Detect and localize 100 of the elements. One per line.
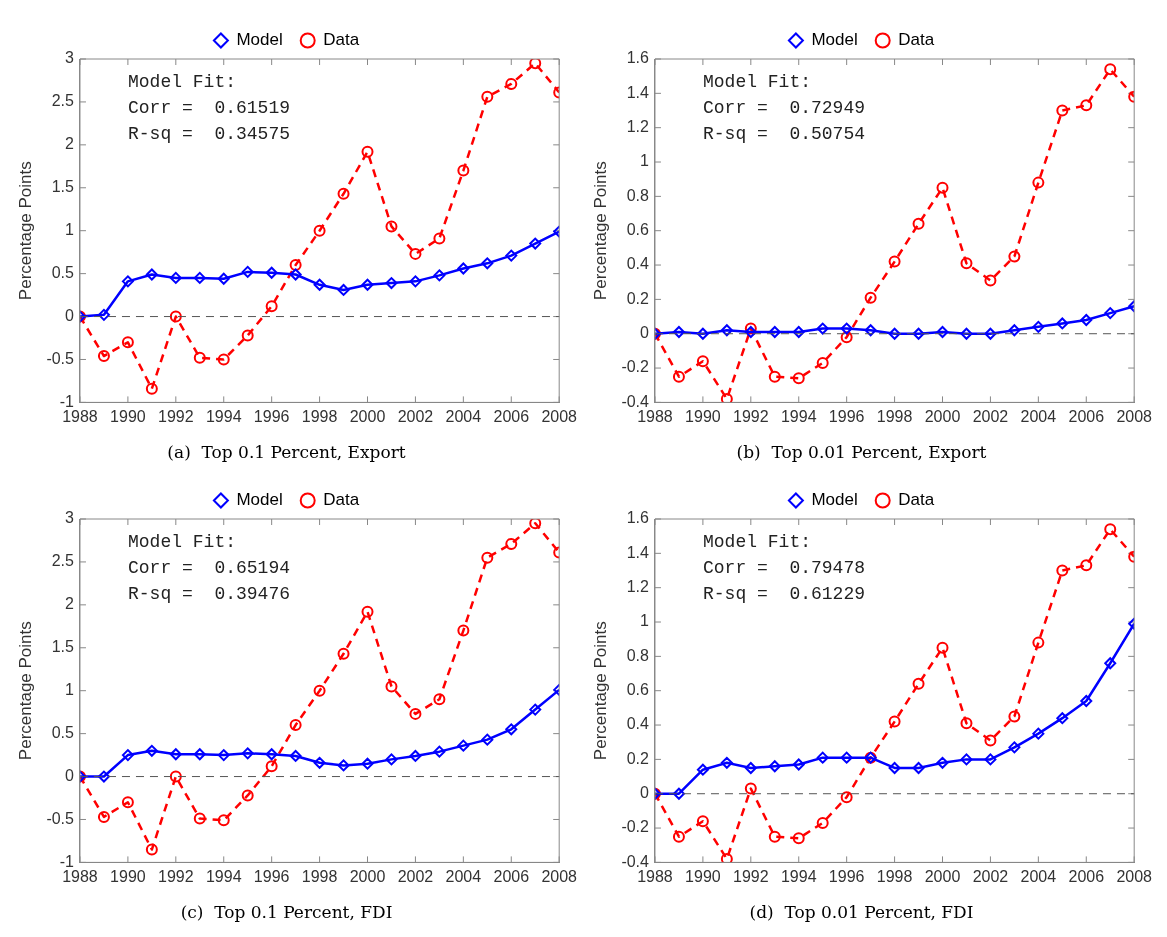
y-tick-label: 0.5: [51, 264, 75, 282]
y-tick-label: -0.4: [621, 392, 650, 410]
point: [984, 327, 997, 340]
annotation: R-sq = 0.34575: [127, 123, 290, 144]
point: [217, 272, 230, 285]
point: [672, 370, 685, 383]
x-tick-label: 1988: [62, 408, 98, 426]
point: [337, 759, 350, 772]
point: [1032, 320, 1045, 333]
y-tick-label: -1: [59, 392, 75, 410]
point: [816, 322, 829, 335]
point: [768, 326, 781, 338]
point: [888, 327, 901, 340]
point: [960, 327, 973, 340]
y-tick-label: 0.2: [626, 289, 650, 307]
x-tick-label: 2008: [1116, 868, 1153, 886]
y-tick-label: 1.6: [626, 509, 650, 527]
point: [1080, 99, 1093, 112]
point: [121, 749, 134, 762]
point: [936, 326, 949, 338]
point: [361, 145, 374, 158]
x-tick-label: 1994: [205, 868, 242, 886]
point: [1104, 657, 1117, 670]
x-tick-label: 1990: [685, 408, 721, 426]
point: [1032, 727, 1045, 740]
y-tick-label: 1.2: [626, 578, 650, 596]
point: [361, 605, 374, 618]
point: [265, 266, 278, 279]
y-tick-label: 1: [640, 152, 650, 170]
point: [121, 796, 134, 809]
point: [265, 300, 278, 313]
point: [457, 164, 470, 177]
x-tick-label: 1998: [876, 408, 913, 426]
point: [217, 353, 230, 366]
x-tick-label: 2006: [1068, 408, 1105, 426]
point: [672, 326, 685, 338]
point: [433, 745, 446, 758]
point: [457, 739, 470, 752]
point: [529, 519, 542, 530]
x-tick-label: 1992: [158, 408, 194, 426]
point: [505, 537, 518, 550]
point: [481, 733, 494, 746]
point: [840, 322, 853, 335]
point: [457, 262, 470, 275]
x-tick-label: 1988: [62, 868, 98, 886]
y-tick-label: 0: [640, 784, 650, 802]
x-tick-label: 2004: [445, 408, 482, 426]
text: (a) Top 0.1 Percent, Export: [167, 442, 406, 463]
point: [936, 641, 949, 654]
point: [1104, 523, 1117, 536]
point: [145, 843, 158, 856]
x-tick-label: 2000: [349, 408, 386, 426]
annotation: Model Fit:: [702, 531, 811, 552]
x-tick-label: 1992: [158, 868, 194, 886]
annotation: R-sq = 0.61229: [702, 583, 865, 604]
point: [696, 355, 709, 368]
annotation: Model Fit:: [127, 71, 236, 92]
point: [1032, 636, 1045, 649]
point: [792, 326, 805, 338]
point: [1008, 324, 1021, 337]
y-tick-label: 0.6: [626, 681, 650, 699]
y-tick-label: 3: [65, 509, 75, 527]
point: [768, 830, 781, 843]
point: [1056, 564, 1069, 577]
point: [241, 265, 254, 278]
point: [792, 372, 805, 385]
point: [289, 259, 302, 272]
point: [696, 327, 709, 340]
point: [936, 756, 949, 769]
y-tick-label: 0.4: [626, 255, 650, 273]
point: [289, 749, 302, 762]
y-tick-label: 0.2: [626, 749, 650, 767]
legend-label: Model: [236, 30, 283, 50]
x-tick-label: 1998: [301, 408, 338, 426]
point: [145, 382, 158, 395]
point: [696, 763, 709, 776]
y-tick-label: 1: [65, 681, 75, 699]
x-tick-label: 2004: [1020, 868, 1057, 886]
point: [888, 255, 901, 268]
x-tick-label: 2004: [1020, 408, 1057, 426]
text: (c) Top 0.1 Percent, FDI: [180, 902, 393, 923]
point: [912, 327, 925, 340]
point: [960, 753, 973, 766]
y-tick-label: -0.5: [46, 349, 75, 367]
point: [720, 756, 733, 769]
x-tick-label: 1996: [828, 408, 865, 426]
legend-label: Model: [811, 30, 858, 50]
annotation: R-sq = 0.50754: [702, 123, 865, 144]
point: [337, 647, 350, 660]
y-axis-title: Percentage Points: [590, 621, 610, 761]
point: [385, 220, 398, 233]
y-tick-label: 0: [65, 306, 75, 324]
x-tick-label: 2000: [924, 408, 961, 426]
point: [1056, 317, 1069, 330]
y-axis-title: Percentage Points: [15, 621, 35, 761]
point: [529, 59, 542, 70]
point: [169, 310, 182, 323]
point: [529, 237, 542, 250]
x-tick-label: 2006: [1068, 868, 1105, 886]
point: [1008, 710, 1021, 723]
